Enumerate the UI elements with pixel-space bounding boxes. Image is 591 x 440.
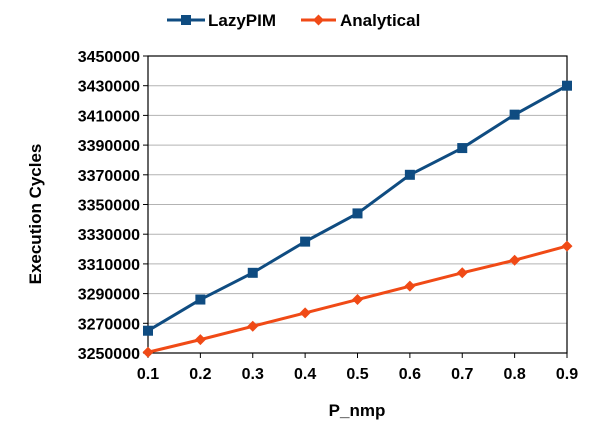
legend: LazyPIM Analytical — [167, 11, 420, 30]
x-tick-label: 0.1 — [137, 366, 159, 383]
x-tick-label: 0.5 — [346, 366, 368, 383]
y-tick-label: 3450000 — [78, 49, 140, 66]
data-point-lazypim — [247, 267, 258, 278]
legend-marker-lazypim — [181, 15, 191, 25]
x-tick-label: 0.6 — [399, 366, 421, 383]
data-point-analytical — [352, 294, 363, 306]
data-point-lazypim — [509, 109, 520, 120]
data-point-lazypim — [352, 208, 363, 219]
data-point-analytical — [509, 254, 521, 266]
y-tick-label: 3410000 — [78, 108, 140, 125]
legend-marker-analytical — [313, 14, 324, 26]
data-point-analytical — [142, 346, 154, 358]
y-tick-label: 3390000 — [78, 138, 140, 155]
data-point-lazypim — [562, 80, 572, 91]
series-analytical — [142, 240, 573, 358]
x-tick-label: 0.4 — [294, 366, 316, 383]
y-tick-label: 3310000 — [78, 257, 140, 274]
data-point-lazypim — [300, 236, 311, 247]
data-point-analytical — [194, 334, 206, 346]
y-tick-label: 3270000 — [78, 316, 140, 333]
y-tick-label: 3250000 — [78, 346, 140, 363]
data-point-analytical — [299, 307, 311, 319]
data-point-lazypim — [457, 143, 468, 154]
x-tick-label: 0.9 — [556, 366, 578, 383]
legend-label-lazypim: LazyPIM — [208, 11, 276, 30]
y-tick-label: 3350000 — [78, 198, 140, 215]
x-tick-label: 0.3 — [242, 366, 264, 383]
y-tick-label: 3370000 — [78, 168, 140, 185]
legend-item-analytical: Analytical — [301, 11, 420, 30]
x-axis-title: P_nmp — [329, 401, 386, 420]
data-point-analytical — [404, 280, 416, 292]
data-point-lazypim — [404, 169, 415, 180]
data-point-lazypim — [195, 294, 206, 305]
series-lazypim — [143, 80, 572, 336]
data-point-analytical — [561, 240, 573, 252]
grid-lines — [148, 55, 567, 354]
x-tick-labels: 0.1 0.2 0.3 0.4 0.5 0.6 0.7 0.8 0.9 — [137, 366, 578, 383]
axes — [143, 55, 568, 358]
x-tick-label: 0.7 — [451, 366, 473, 383]
x-tick-label: 0.8 — [504, 366, 526, 383]
x-tick-label: 0.2 — [189, 366, 211, 383]
data-point-analytical — [456, 267, 468, 279]
data-point-analytical — [247, 320, 259, 332]
data-point-lazypim — [143, 325, 153, 336]
legend-label-analytical: Analytical — [340, 11, 420, 30]
y-tick-label: 3330000 — [78, 227, 140, 244]
plot-area-border — [147, 55, 568, 354]
y-tick-label: 3290000 — [78, 287, 140, 304]
y-axis-title: Execution Cycles — [26, 144, 45, 285]
legend-item-lazypim: LazyPIM — [167, 11, 276, 30]
y-tick-labels: 3250000 3270000 3290000 3310000 3330000 33500… — [78, 49, 140, 363]
y-tick-label: 3430000 — [78, 79, 140, 96]
series-lines — [142, 80, 573, 358]
